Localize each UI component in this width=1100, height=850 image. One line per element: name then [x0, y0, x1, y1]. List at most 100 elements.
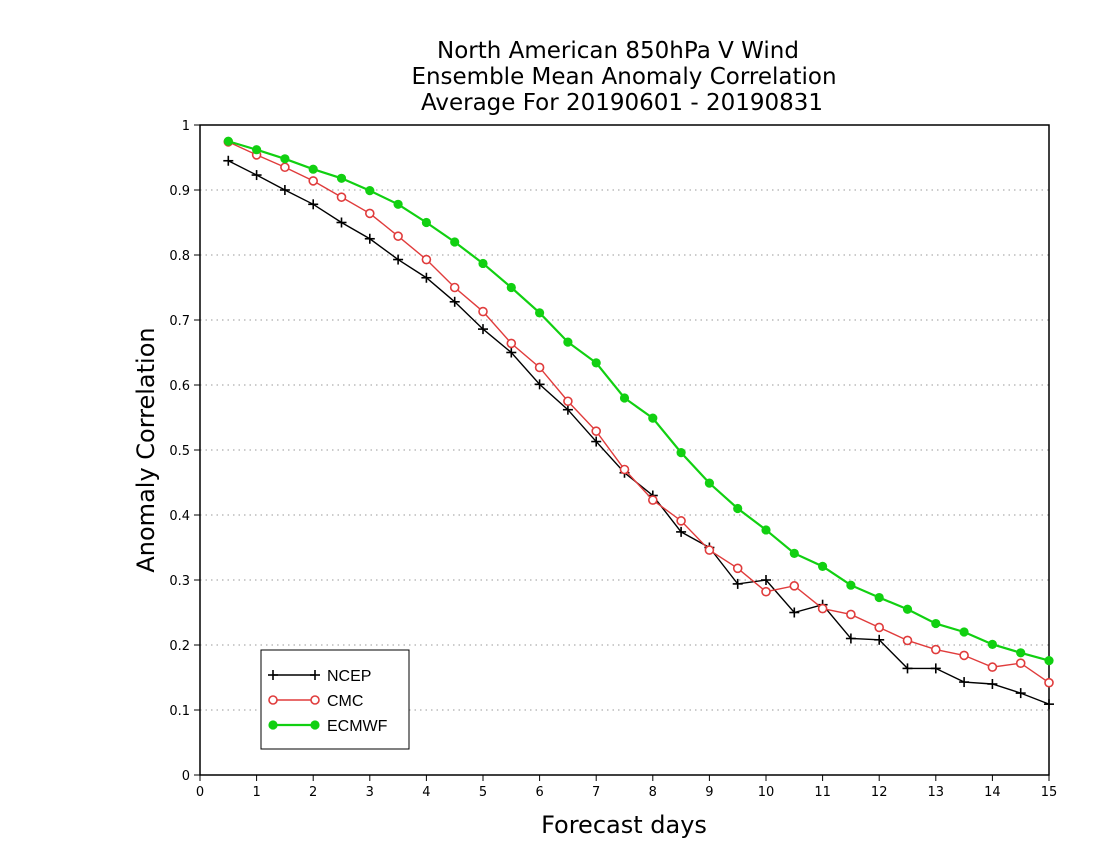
y-tick-label: 0.9: [169, 184, 190, 199]
data-point-ecmwf: [365, 186, 375, 196]
data-point-cmc: [647, 495, 658, 505]
data-point-cmc: [591, 426, 602, 436]
data-point-ecmwf: [563, 337, 573, 347]
data-point-ncep: [336, 217, 347, 228]
title-line-2: Ensemble Mean Anomaly Correlation: [411, 64, 836, 90]
data-point-ncep: [732, 578, 743, 589]
x-tick-label: 8: [649, 785, 657, 800]
x-tick-label: 4: [422, 785, 430, 800]
data-point-ncep: [902, 663, 913, 674]
data-point-ecmwf: [648, 413, 658, 423]
data-point-cmc: [817, 603, 828, 614]
series-line-ecmwf: [227, 140, 1050, 662]
series-layer: [223, 136, 1054, 710]
legend-item-ecmwf: ECMWF: [268, 718, 388, 735]
series-ncep: [223, 155, 1054, 710]
title-line-1: North American 850hPa V Wind: [437, 38, 799, 64]
legend-items: NCEP CMC ECMWF: [268, 668, 388, 735]
data-point-cmc: [364, 208, 375, 219]
data-point-ncep: [364, 233, 375, 244]
data-point-ecmwf: [1016, 648, 1026, 658]
data-point-cmc: [478, 306, 488, 317]
data-point-ecmwf: [336, 173, 347, 183]
series-line-cmc: [228, 141, 1050, 684]
y-tick-label: 0: [182, 769, 190, 784]
data-point-ecmwf: [450, 237, 460, 247]
data-point-ncep: [1015, 688, 1026, 699]
data-point-ncep: [251, 170, 262, 181]
data-point-cmc: [704, 545, 715, 555]
horizontal-grid: [200, 189, 1049, 711]
data-point-ecmwf: [818, 561, 828, 571]
data-point-cmc: [761, 586, 771, 597]
data-point-cmc: [421, 254, 432, 265]
data-point-cmc: [534, 362, 545, 373]
data-point-ncep: [987, 679, 998, 689]
data-point-ncep: [874, 634, 885, 645]
data-point-ecmwf: [846, 580, 856, 590]
y-axis-label: Anomaly Correlation: [132, 327, 160, 572]
data-point-ecmwf: [874, 592, 884, 603]
series-line-ncep: [227, 160, 1050, 705]
data-point-ecmwf: [789, 548, 799, 558]
x-tick-label: 6: [535, 785, 543, 800]
data-point-cmc: [789, 581, 800, 591]
data-point-cmc: [336, 192, 347, 202]
data-point-ncep: [506, 347, 517, 358]
legend: NCEP CMC ECMWF: [260, 649, 410, 750]
data-point-ncep: [421, 272, 432, 283]
data-point-ecmwf: [591, 358, 601, 368]
data-point-cmc: [676, 516, 686, 526]
data-point-cmc: [959, 650, 969, 661]
data-point-ecmwf: [931, 618, 941, 629]
x-axis-label: Forecast days: [541, 811, 707, 839]
legend-marker-ncep: [268, 670, 278, 680]
y-tick-label: 0.7: [169, 314, 190, 329]
x-tick-label: 5: [479, 785, 487, 800]
data-point-cmc: [902, 635, 913, 646]
data-point-ecmwf: [676, 448, 686, 458]
data-point-ncep: [591, 436, 602, 447]
data-point-cmc: [449, 282, 460, 293]
data-point-ncep: [279, 185, 290, 195]
data-point-ecmwf: [280, 154, 290, 164]
x-tick-label: 7: [592, 785, 600, 800]
legend-label-ecmwf: ECMWF: [327, 718, 388, 735]
data-point-ncep: [223, 155, 234, 166]
data-point-cmc: [619, 464, 630, 475]
x-tick-label: 0: [196, 785, 204, 800]
x-tick-label: 9: [705, 785, 713, 800]
x-tick-label: 3: [366, 785, 374, 800]
y-tick-label: 1: [182, 119, 190, 134]
legend-item-ncep: NCEP: [268, 668, 371, 685]
data-point-cmc: [506, 338, 517, 349]
data-point-ncep: [761, 575, 771, 585]
data-point-ncep: [959, 677, 970, 688]
y-tick-label: 0.2: [169, 639, 190, 654]
data-point-ecmwf: [252, 145, 262, 155]
data-point-ecmwf: [223, 136, 233, 146]
data-point-ecmwf: [987, 639, 998, 649]
legend-label-cmc: CMC: [327, 693, 363, 710]
series-ecmwf: [223, 136, 1054, 666]
data-point-ncep: [534, 379, 545, 390]
title-line-3: Average For 20190601 - 20190831: [421, 90, 823, 116]
data-point-ecmwf: [535, 308, 545, 318]
data-point-ecmwf: [704, 478, 715, 488]
y-tick-label: 0.8: [169, 249, 190, 264]
data-point-cmc: [930, 644, 941, 655]
legend-marker-cmc: [268, 695, 278, 705]
data-point-ecmwf: [619, 393, 630, 403]
data-point-cmc: [1044, 677, 1054, 688]
legend-marker-cmc: [310, 695, 320, 705]
data-point-ecmwf: [959, 627, 969, 637]
y-tick-label: 0.3: [169, 574, 190, 589]
data-point-ecmwf: [478, 258, 488, 269]
data-point-cmc: [1015, 658, 1026, 669]
data-point-ncep: [676, 526, 687, 537]
data-point-ncep: [393, 254, 404, 265]
data-point-ncep: [930, 663, 941, 674]
axis-ticks: 00.10.20.30.40.50.60.70.80.910 1 2 3 4 5 6 7 8 9 1…: [169, 119, 1057, 800]
x-tick-label: 14: [984, 785, 1001, 800]
